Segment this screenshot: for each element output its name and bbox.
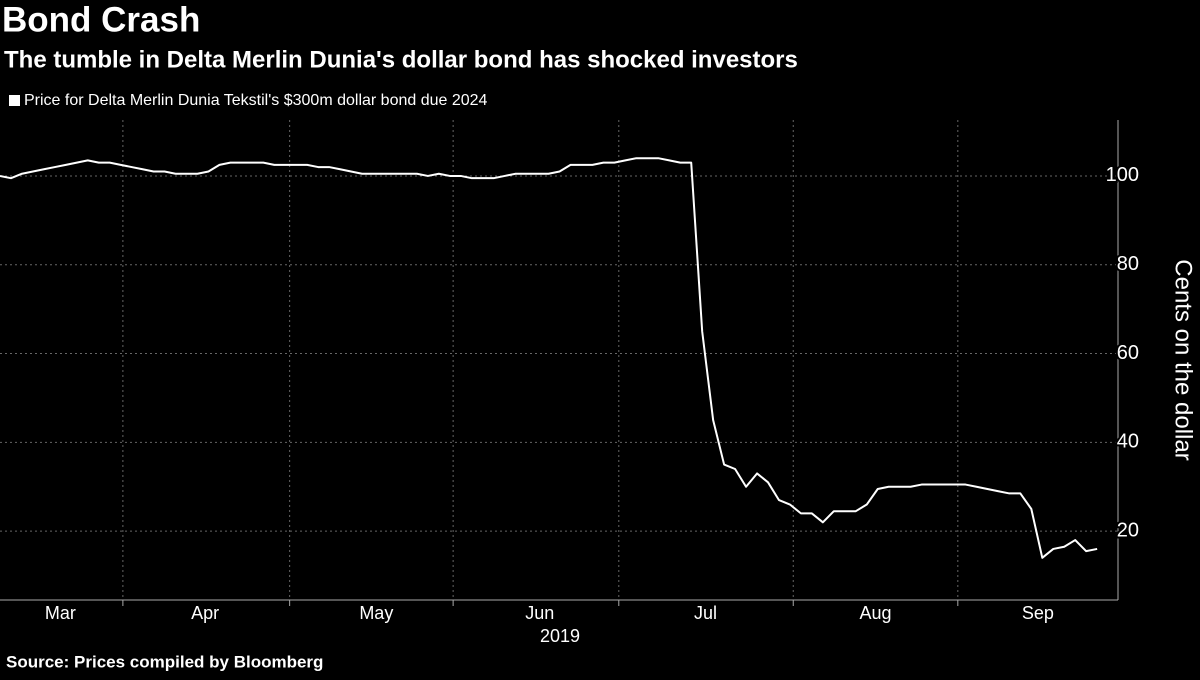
x-tick-label: Jul <box>694 603 717 623</box>
chart-title: Bond Crash <box>2 0 200 39</box>
legend-label: Price for Delta Merlin Dunia Tekstil's $… <box>24 92 488 109</box>
y-axis-title: Cents on the dollar <box>1170 259 1197 460</box>
y-tick-label: 40 <box>1117 431 1139 453</box>
x-tick-label: Jun <box>525 603 554 623</box>
y-tick-label: 100 <box>1106 164 1139 186</box>
x-tick-label: Sep <box>1022 603 1054 623</box>
x-tick-label: May <box>359 603 393 623</box>
y-tick-label: 20 <box>1117 519 1139 541</box>
x-tick-label: Apr <box>191 603 219 623</box>
source-note: Source: Prices compiled by Bloomberg <box>6 652 323 671</box>
line-series <box>0 157 1098 559</box>
legend-swatch <box>9 95 20 106</box>
y-tick-label: 60 <box>1117 342 1139 364</box>
x-tick-label: Mar <box>45 603 76 623</box>
x-tick-label: Aug <box>860 603 892 623</box>
x-axis-title: 2019 <box>540 626 580 646</box>
y-tick-label: 80 <box>1117 253 1139 275</box>
chart-subtitle: The tumble in Delta Merlin Dunia's dolla… <box>4 46 798 73</box>
